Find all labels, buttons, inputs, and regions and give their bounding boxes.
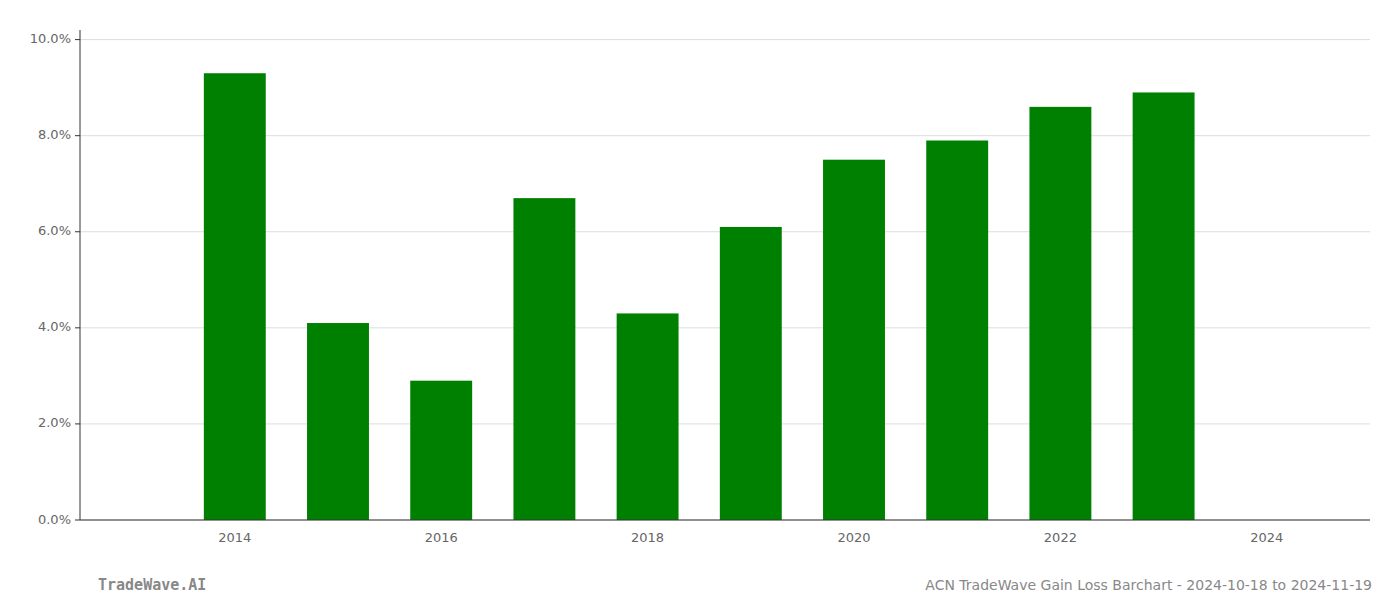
bar xyxy=(204,73,266,520)
y-axis-line xyxy=(80,30,81,520)
y-tick xyxy=(75,520,80,521)
x-tick-label: 2024 xyxy=(1250,530,1283,545)
chart-svg: 0.0% 2.0% 4.0% 6.0% 8.0% 10.0% 2014 2016 2018 202… xyxy=(0,0,1400,600)
x-tick-label: 2016 xyxy=(425,530,458,545)
y-tick-label: 0.0% xyxy=(38,512,71,527)
y-tick xyxy=(75,39,80,40)
bar xyxy=(720,227,782,520)
y-tick-label: 4.0% xyxy=(38,319,71,334)
x-tick-label: 2022 xyxy=(1044,530,1077,545)
bar xyxy=(823,160,885,520)
y-tick xyxy=(75,231,80,232)
y-tick-label: 10.0% xyxy=(30,31,71,46)
grid-line xyxy=(80,39,1370,40)
y-tick xyxy=(75,135,80,136)
x-axis-line xyxy=(80,520,1370,521)
bar xyxy=(1029,107,1091,520)
grid xyxy=(80,40,1370,520)
y-tick-label: 8.0% xyxy=(38,127,71,142)
bar xyxy=(926,140,988,520)
y-tick-label: 6.0% xyxy=(38,223,71,238)
x-tick-label: 2018 xyxy=(631,530,664,545)
x-tick-label: 2020 xyxy=(837,530,870,545)
bar xyxy=(410,381,472,520)
y-tick xyxy=(75,327,80,328)
bar xyxy=(617,313,679,520)
axes: 0.0% 2.0% 4.0% 6.0% 8.0% 10.0% 2014 2016 2018 202… xyxy=(30,30,1370,545)
footer-left: TradeWave.AI xyxy=(98,576,206,594)
y-tick-label: 2.0% xyxy=(38,415,71,430)
bar xyxy=(1133,92,1195,520)
chart-container: 0.0% 2.0% 4.0% 6.0% 8.0% 10.0% 2014 2016 2018 202… xyxy=(0,0,1400,600)
grid-line xyxy=(80,520,1370,521)
bars xyxy=(204,73,1195,520)
bar xyxy=(513,198,575,520)
y-tick xyxy=(75,423,80,424)
footer-right: ACN TradeWave Gain Loss Barchart - 2024-… xyxy=(925,577,1372,593)
bar xyxy=(307,323,369,520)
x-tick-label: 2014 xyxy=(218,530,251,545)
